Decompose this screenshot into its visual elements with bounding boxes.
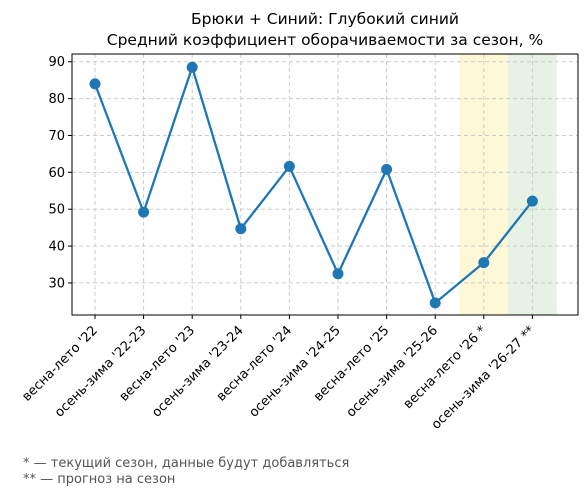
- x-tick-label-5: осень-зима '24-25: [247, 323, 344, 420]
- y-axis: 30 40 50 60 70 80 90: [48, 55, 72, 291]
- chart-title-line-2: Средний коэффициент оборачиваемости за с…: [107, 31, 543, 49]
- footnote-current-season: * — текущий сезон, данные будут добавлят…: [23, 456, 350, 471]
- x-tick-label-3: осень-зима '23-24: [149, 323, 246, 420]
- series: [89, 61, 538, 309]
- data-point-0-0: [89, 78, 101, 90]
- data-point-0-3: [235, 223, 247, 235]
- y-tick-label-2: 50: [48, 203, 65, 218]
- highlight-band-1: [508, 54, 557, 315]
- data-point-0-4: [283, 160, 295, 172]
- y-tick-label-3: 60: [48, 166, 65, 181]
- data-point-0-7: [429, 297, 441, 309]
- x-tick-label-8: весна-лето '26 *: [401, 323, 490, 412]
- chart-title-line-1: Брюки + Синий: Глубокий синий: [191, 10, 459, 28]
- data-point-0-6: [381, 163, 393, 175]
- data-point-0-9: [526, 195, 538, 207]
- data-point-0-2: [186, 61, 198, 73]
- y-tick-label-5: 80: [48, 92, 65, 107]
- series-line-0: [93, 66, 534, 304]
- y-tick-label-6: 90: [48, 55, 65, 70]
- plot-frame: [71, 53, 579, 316]
- data-point-0-5: [332, 268, 344, 280]
- data-point-0-8: [478, 257, 490, 269]
- data-point-0-1: [138, 206, 150, 218]
- highlight-bands: [459, 54, 557, 315]
- x-tick-label-7: осень-зима '25-26: [344, 323, 441, 420]
- y-tick-label-1: 40: [48, 240, 65, 255]
- y-tick-label-4: 70: [48, 129, 65, 144]
- chart-title: Брюки + Синий: Глубокий синий Средний ко…: [107, 10, 543, 49]
- footnote-forecast: ** — прогноз на сезон: [23, 472, 176, 487]
- x-tick-label-1: осень-зима '22-23: [52, 323, 149, 420]
- y-tick-label-0: 30: [48, 276, 65, 291]
